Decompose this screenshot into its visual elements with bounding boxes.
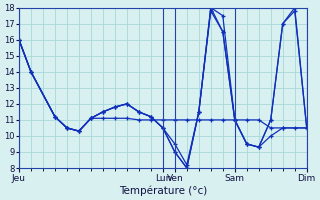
X-axis label: Température (°c): Température (°c)	[119, 185, 207, 196]
